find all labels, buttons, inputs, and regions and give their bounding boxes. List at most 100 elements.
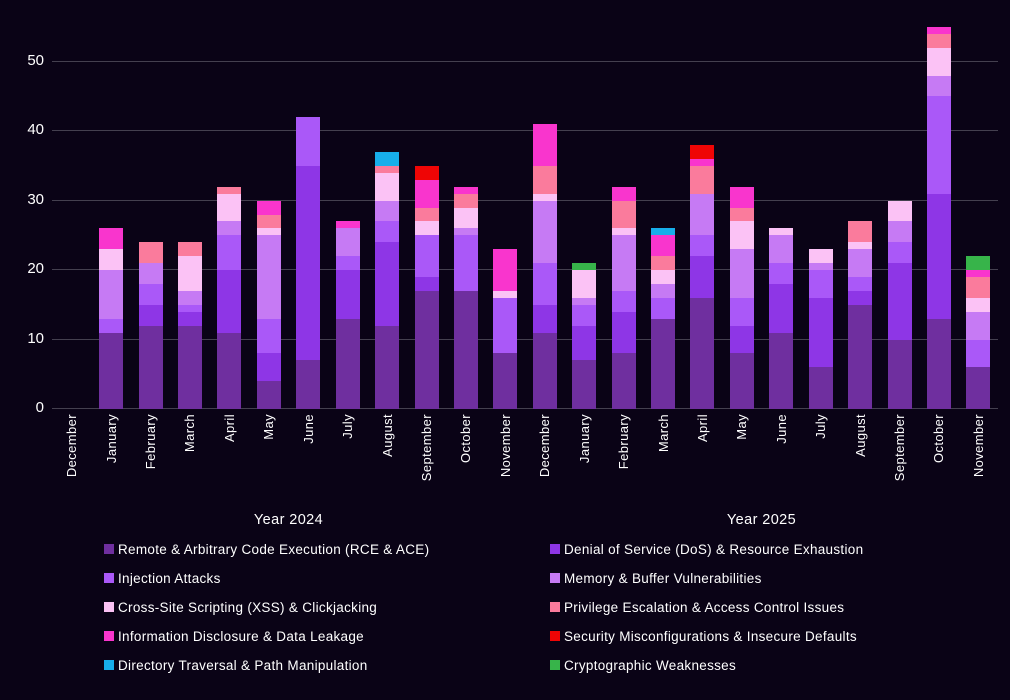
legend-item: Information Disclosure & Data Leakage (104, 625, 550, 647)
bar-segment (611, 186, 636, 201)
bar-segment (414, 165, 439, 180)
bar-segment (651, 318, 676, 409)
bar-segment (138, 263, 163, 284)
bar-segment (690, 297, 715, 409)
bar-segment (256, 381, 281, 409)
bar-segment (493, 249, 518, 291)
bar-segment (414, 290, 439, 409)
legend-swatch (104, 544, 114, 554)
bar-segment (651, 235, 676, 257)
x-axis-labels: December January February March April May June… (52, 414, 998, 510)
x-axis-label: December (64, 414, 80, 478)
x-axis-label: July (340, 414, 356, 439)
bar-segment (729, 249, 754, 298)
x-axis-label: July (813, 414, 829, 439)
legend-swatch (104, 660, 114, 670)
bar-segment (217, 221, 242, 236)
x-axis-label: May (734, 414, 750, 440)
bar-segment (453, 193, 478, 208)
x-label-slot: April (210, 414, 249, 510)
x-label-slot: July (328, 414, 367, 510)
bar-segment (690, 256, 715, 298)
bar-segment (138, 304, 163, 326)
bar-segment (375, 221, 400, 243)
x-label-slot: June (762, 414, 801, 510)
legend-swatch (550, 660, 560, 670)
bar-segment (966, 367, 991, 409)
x-axis-label: April (694, 414, 710, 443)
bar-segment (99, 228, 124, 250)
legend-label: Directory Traversal & Path Manipulation (118, 657, 368, 673)
bar-segment (532, 193, 557, 201)
bar-segment (375, 325, 400, 409)
bar-segment (138, 325, 163, 409)
bar-segment (769, 235, 794, 264)
legend-item: Denial of Service (DoS) & Resource Exhau… (550, 538, 863, 560)
bar-segment (729, 353, 754, 409)
legend-swatch (104, 573, 114, 583)
bar-segment (453, 290, 478, 409)
x-label-slot: March (170, 414, 209, 510)
bar-segment (414, 235, 439, 278)
x-axis-label: August (852, 414, 868, 457)
legend-item: Directory Traversal & Path Manipulation (104, 654, 550, 676)
bar-november-g1 (486, 249, 525, 409)
bar-segment (138, 284, 163, 305)
bar-august-g2 (840, 221, 879, 409)
bar-segment (808, 263, 833, 271)
x-label-slot: May (722, 414, 761, 510)
bar-segment (611, 290, 636, 312)
x-axis-label: October (931, 414, 947, 464)
x-label-slot: June (289, 414, 328, 510)
bar-segment (926, 318, 951, 409)
bar-may-g1 (249, 200, 288, 409)
bar-october-g2 (919, 26, 958, 409)
bar-november-g2 (959, 256, 998, 409)
x-axis-label: August (379, 414, 395, 457)
bar-february-g1 (131, 242, 170, 409)
bar-segment (769, 332, 794, 409)
legend-item: Privilege Escalation & Access Control Is… (550, 596, 863, 618)
bar-segment (335, 270, 360, 319)
bar-segment (808, 367, 833, 409)
x-axis-label: May (261, 414, 277, 440)
bar-segment (848, 304, 873, 409)
bar-july-g1 (328, 221, 367, 409)
bar-may-g2 (722, 186, 761, 409)
bar-segment (493, 353, 518, 409)
bar-segment (256, 214, 281, 229)
bar-segment (414, 277, 439, 291)
bar-segment (808, 297, 833, 368)
x-axis-label: March (182, 414, 198, 453)
gridline-0 (52, 408, 998, 409)
bar-segment (217, 332, 242, 409)
x-label-slot: August (840, 414, 879, 510)
gridline-50 (52, 60, 998, 62)
bar-segment (177, 242, 202, 257)
year-label-2024: Year 2024 (253, 512, 324, 528)
bar-segment (651, 297, 676, 319)
x-label-slot: March (643, 414, 682, 510)
bar-segment (99, 318, 124, 333)
bar-july-g2 (801, 249, 840, 409)
x-label-slot: January (564, 414, 603, 510)
bar-september-g2 (880, 200, 919, 409)
legend-label: Security Misconfigurations & Insecure De… (564, 628, 857, 644)
bar-segment (651, 270, 676, 284)
legend-label: Memory & Buffer Vulnerabilities (564, 570, 762, 586)
bar-segment (966, 339, 991, 368)
bar-segment (375, 242, 400, 326)
legend-label: Cross-Site Scripting (XSS) & Clickjackin… (118, 599, 378, 615)
legend-swatch (550, 631, 560, 641)
x-axis-label: January (103, 414, 119, 464)
bar-segment (532, 200, 557, 264)
plot-area: 0 10 20 30 40 50 (27, 20, 998, 416)
bar-segment (375, 165, 400, 173)
bar-segment (848, 249, 873, 278)
bar-segment (217, 193, 242, 222)
legend-swatch (550, 602, 560, 612)
x-label-slot: April (683, 414, 722, 510)
bar-segment (690, 193, 715, 236)
gridline-40 (52, 130, 998, 132)
